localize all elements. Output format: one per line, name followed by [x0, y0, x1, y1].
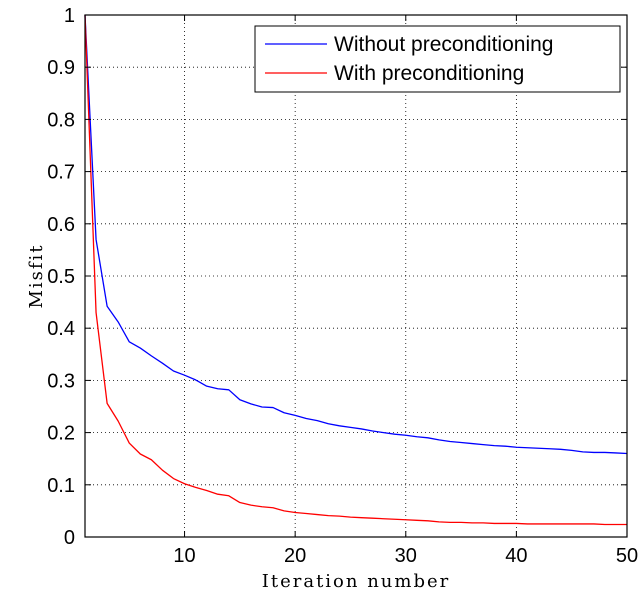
- legend: Without preconditioning With preconditio…: [254, 25, 621, 93]
- y-tick-label: 0.9: [47, 57, 75, 79]
- series-line-without-preconditioning: [84, 14, 628, 455]
- y-axis-label: Misfit: [26, 243, 47, 308]
- x-tick-label: 30: [395, 545, 417, 567]
- y-tick-label: 0.6: [47, 214, 75, 236]
- y-tick-label: 1: [64, 5, 75, 27]
- y-tick-label: 0.1: [47, 475, 75, 497]
- x-tick-label: 10: [173, 545, 195, 567]
- legend-label-without-preconditioning: Without preconditioning: [334, 33, 553, 56]
- x-axis-label: Iteration number: [262, 571, 451, 592]
- legend-box: [254, 25, 621, 93]
- y-tick-label: 0.8: [47, 109, 75, 131]
- y-tick-label: 0: [64, 527, 75, 549]
- y-tick-label: 0.5: [47, 266, 75, 288]
- x-tick-label: 20: [284, 545, 306, 567]
- series-lines: [84, 14, 628, 526]
- x-tick-label: 40: [505, 545, 527, 567]
- grid-lines: [85, 15, 627, 537]
- axis-ticks: 0 0.1 0.2 0.3 0.4 0.5 0.6 0.7 0.8 0.9 1 10 20 30 40 50: [47, 5, 638, 567]
- y-tick-label: 0.3: [47, 370, 75, 392]
- series-line-with-preconditioning: [84, 14, 627, 526]
- y-tick-label: 0.2: [47, 423, 75, 445]
- legend-label-with-preconditioning: With preconditioning: [334, 62, 524, 85]
- y-tick-label: 0.4: [47, 318, 75, 340]
- y-tick-label: 0.7: [47, 162, 75, 184]
- x-tick-label: 50: [616, 545, 638, 567]
